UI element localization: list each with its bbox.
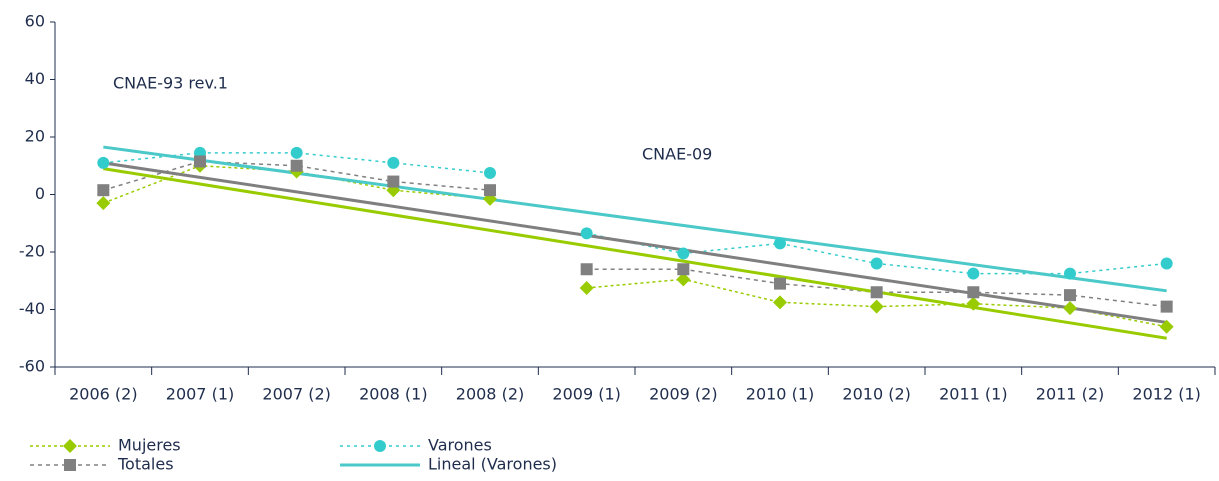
marker: [387, 156, 400, 169]
marker: [97, 184, 110, 197]
marker: [1160, 300, 1173, 313]
marker: [774, 277, 786, 290]
marker: [290, 146, 303, 159]
x-tick-label: 2010 (2): [842, 385, 910, 404]
marker: [290, 159, 303, 172]
y-tick-label: -20: [19, 242, 45, 261]
marker: [967, 286, 980, 299]
y-tick-label: 20: [25, 127, 45, 146]
x-tick-label: 2010 (1): [746, 385, 814, 404]
y-tick-label: -60: [19, 357, 45, 376]
marker: [1159, 319, 1174, 334]
marker: [676, 272, 691, 287]
marker: [1064, 289, 1076, 302]
x-tick-label: 2009 (2): [649, 385, 717, 404]
y-tick-label: 40: [25, 69, 45, 88]
trend-line: [103, 161, 1167, 324]
y-tick-label: -40: [19, 299, 45, 318]
legend-label: Totales: [117, 455, 174, 474]
marker: [484, 184, 496, 197]
marker: [870, 257, 883, 270]
marker: [774, 237, 786, 250]
x-tick-label: 2012 (1): [1132, 385, 1200, 404]
marker: [580, 227, 593, 240]
marker: [580, 263, 593, 276]
marker: [1160, 257, 1173, 270]
marker: [1064, 267, 1076, 280]
marker: [63, 439, 77, 453]
annotation: CNAE-93 rev.1: [113, 74, 228, 93]
marker: [97, 156, 110, 169]
marker: [374, 440, 386, 452]
x-tick-label: 2011 (1): [939, 385, 1007, 404]
marker: [870, 286, 883, 299]
marker: [677, 247, 690, 260]
marker: [579, 280, 594, 295]
trend-line: [103, 167, 1167, 340]
marker: [966, 296, 981, 311]
legend-label: Mujeres: [118, 436, 181, 455]
x-tick-label: 2009 (1): [552, 385, 620, 404]
annotation: CNAE-09: [642, 145, 712, 164]
y-tick-label: 60: [25, 12, 45, 31]
marker: [869, 299, 884, 314]
marker: [387, 175, 400, 188]
x-tick-label: 2007 (1): [166, 385, 234, 404]
legend-label: Lineal (Varones): [428, 455, 557, 474]
marker: [773, 295, 787, 310]
x-tick-label: 2008 (2): [456, 385, 524, 404]
y-tick-label: 0: [35, 184, 45, 203]
legend-label: Varones: [428, 436, 492, 455]
trend-line: [103, 145, 1167, 293]
x-tick-label: 2006 (2): [69, 385, 137, 404]
marker: [484, 166, 496, 179]
marker: [96, 196, 111, 211]
marker: [967, 267, 980, 280]
x-tick-label: 2008 (1): [359, 385, 427, 404]
marker: [194, 155, 206, 168]
marker: [677, 263, 690, 276]
marker: [64, 459, 76, 471]
marker: [1063, 301, 1077, 316]
x-tick-label: 2011 (2): [1036, 385, 1104, 404]
series-line: [103, 160, 491, 191]
x-tick-label: 2007 (2): [262, 385, 330, 404]
